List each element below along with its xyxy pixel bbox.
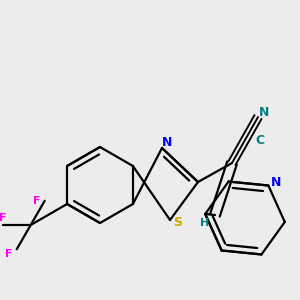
Text: F: F [5,249,13,259]
Text: H: H [200,218,210,228]
Text: N: N [162,136,172,149]
Text: N: N [271,176,281,189]
Text: F: F [0,213,7,223]
Text: N: N [259,106,269,119]
Text: F: F [33,196,40,206]
Text: C: C [255,134,265,146]
Text: S: S [173,217,182,230]
